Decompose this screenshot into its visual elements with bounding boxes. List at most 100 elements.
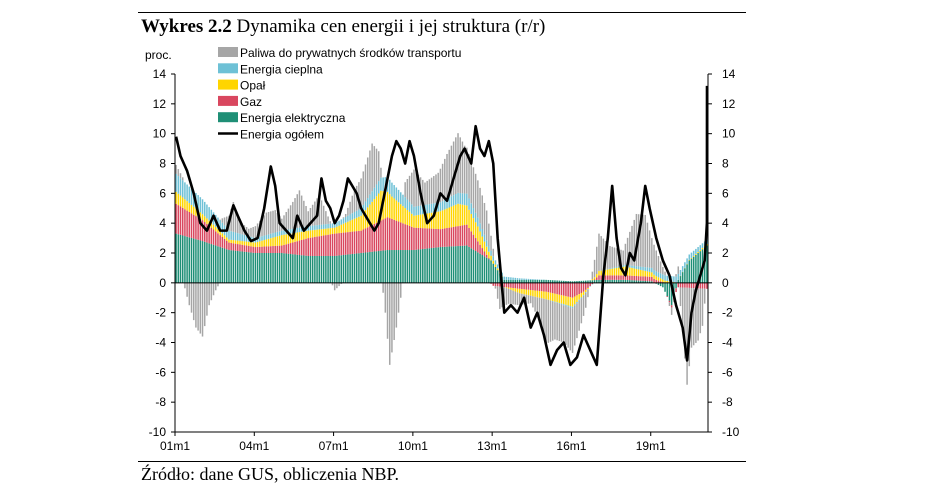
- bar-gaz: [589, 282, 591, 287]
- bar-opal: [523, 289, 525, 295]
- bar-opal: [250, 242, 252, 247]
- bar-gaz: [536, 282, 539, 291]
- bar-energia-elektryczna: [217, 246, 219, 283]
- bar-paliwa-do-prywatnych-srodkow-transportu: [195, 282, 197, 328]
- bar-paliwa-do-prywatnych-srodkow-transportu: [406, 179, 409, 200]
- bar-opal: [265, 239, 268, 247]
- bar-gaz: [540, 282, 543, 292]
- bar-paliwa-do-prywatnych-srodkow-transportu: [481, 195, 483, 229]
- bar-energia-elektryczna: [331, 255, 334, 283]
- bar-energia-elektryczna: [637, 280, 640, 283]
- bar-energia-elektryczna: [175, 233, 177, 283]
- bar-energia-cieplna: [228, 230, 230, 240]
- bar-energia-elektryczna: [695, 254, 697, 283]
- legend-swatch-energia-cieplna: [218, 63, 238, 74]
- bar-paliwa-do-prywatnych-srodkow-transportu: [571, 308, 574, 353]
- bar-opal: [206, 218, 208, 224]
- bar-gaz: [659, 281, 662, 283]
- source-rule: [138, 461, 746, 462]
- bar-energia-elektryczna: [408, 250, 411, 283]
- bar-energia-cieplna: [325, 224, 327, 229]
- bar-paliwa-do-prywatnych-srodkow-transportu: [252, 227, 254, 238]
- legend-label-energia-elektryczna: Energia elektryczna: [240, 111, 346, 125]
- bar-energia-elektryczna: [338, 255, 340, 283]
- bar-opal: [549, 292, 552, 301]
- bar-gaz: [512, 282, 514, 289]
- bar-paliwa-do-prywatnych-srodkow-transportu: [512, 290, 514, 305]
- bar-energia-elektryczna: [428, 248, 431, 283]
- bar-energia-elektryczna: [283, 253, 285, 283]
- bar-paliwa-do-prywatnych-srodkow-transportu: [607, 243, 609, 269]
- bar-paliwa-do-prywatnych-srodkow-transportu: [499, 286, 501, 309]
- bar-gaz: [690, 282, 693, 288]
- bar-opal: [448, 207, 450, 228]
- bar-paliwa-do-prywatnych-srodkow-transportu: [241, 223, 243, 235]
- bar-energia-cieplna: [490, 250, 492, 256]
- bar-energia-cieplna: [331, 223, 334, 228]
- bar-opal: [358, 216, 360, 231]
- bar-gaz: [413, 227, 415, 251]
- bar-opal: [360, 215, 362, 231]
- bar-energia-cieplna: [534, 279, 536, 280]
- bar-opal: [232, 240, 235, 244]
- bar-energia-elektryczna: [351, 253, 354, 283]
- bar-energia-elektryczna: [272, 253, 274, 283]
- bar-opal: [631, 267, 633, 276]
- bar-energia-cieplna: [404, 197, 406, 209]
- bar-gaz: [201, 220, 204, 242]
- bar-energia-cieplna: [585, 292, 587, 293]
- bar-energia-elektryczna: [591, 280, 594, 283]
- bar-paliwa-do-prywatnych-srodkow-transportu: [452, 141, 455, 196]
- bar-energia-elektryczna: [281, 253, 283, 283]
- bar-opal: [340, 224, 343, 233]
- bar-opal: [611, 268, 613, 276]
- bar-energia-cieplna: [400, 192, 402, 205]
- bar-gaz: [309, 237, 312, 256]
- bar-paliwa-do-prywatnych-srodkow-transportu: [256, 223, 259, 238]
- bar-gaz: [585, 282, 587, 290]
- bar-paliwa-do-prywatnych-srodkow-transportu: [234, 208, 237, 233]
- bar-opal: [402, 206, 404, 224]
- bar-paliwa-do-prywatnych-srodkow-transportu: [525, 294, 528, 305]
- bar-gaz: [430, 228, 433, 249]
- bar-opal: [217, 229, 219, 234]
- bar-energia-cieplna: [426, 204, 428, 214]
- y-tick-label-left: 6: [159, 186, 166, 200]
- bar-gaz: [243, 245, 246, 252]
- bar-gaz: [582, 282, 585, 292]
- bar-opal: [565, 296, 567, 305]
- bar-energia-elektryczna: [336, 255, 338, 283]
- bar-gaz: [283, 244, 285, 254]
- bar-energia-elektryczna: [188, 237, 191, 283]
- bar-energia-elektryczna: [395, 250, 398, 283]
- bar-paliwa-do-prywatnych-srodkow-transportu: [212, 282, 215, 296]
- bar-gaz: [234, 243, 237, 251]
- bar-paliwa-do-prywatnych-srodkow-transportu: [331, 282, 334, 286]
- bar-paliwa-do-prywatnych-srodkow-transportu: [455, 137, 457, 195]
- bar-energia-cieplna: [613, 267, 616, 269]
- bar-opal: [461, 204, 464, 226]
- bar-gaz: [452, 226, 455, 247]
- bar-paliwa-do-prywatnych-srodkow-transportu: [439, 168, 442, 203]
- bar-gaz: [265, 246, 268, 253]
- bar-paliwa-do-prywatnych-srodkow-transportu: [186, 282, 188, 297]
- bar-paliwa-do-prywatnych-srodkow-transportu: [298, 190, 301, 228]
- bar-opal: [179, 195, 182, 207]
- bar-opal: [241, 241, 243, 245]
- bar-energia-elektryczna: [267, 253, 270, 283]
- bar-energia-cieplna: [327, 223, 329, 229]
- bar-gaz: [298, 240, 301, 255]
- bar-energia-elektryczna: [545, 279, 547, 283]
- y-tick-label-left: -2: [155, 306, 166, 320]
- bar-energia-cieplna: [199, 197, 202, 213]
- bar-energia-cieplna: [391, 182, 393, 197]
- bar-gaz: [435, 228, 437, 248]
- bar-gaz: [259, 246, 261, 253]
- bar-energia-cieplna: [589, 286, 591, 287]
- bar-paliwa-do-prywatnych-srodkow-transportu: [496, 286, 499, 299]
- bar-energia-elektryczna: [347, 254, 349, 283]
- bar-gaz: [342, 232, 345, 255]
- bar-paliwa-do-prywatnych-srodkow-transportu: [428, 179, 431, 205]
- bar-energia-cieplna: [670, 276, 673, 282]
- bar-paliwa-do-prywatnych-srodkow-transportu: [629, 231, 631, 266]
